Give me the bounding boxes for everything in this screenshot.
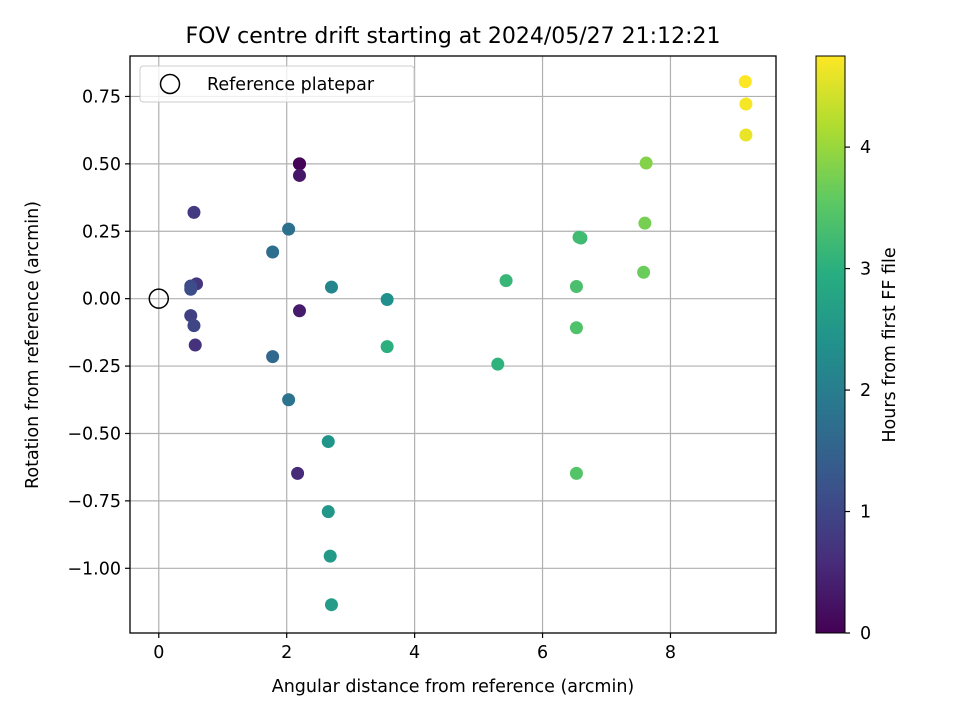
data-point: [184, 309, 198, 323]
y-tick-label: 0.00: [82, 290, 121, 310]
colorbar: 0 1 2 3 4 Hours from first FF file: [815, 55, 900, 644]
data-point: [324, 598, 338, 612]
data-point: [738, 75, 752, 89]
data-point: [569, 466, 583, 480]
data-point: [380, 340, 394, 354]
data-point: [292, 157, 306, 171]
x-tick-label: 4: [409, 643, 420, 663]
data-points: [148, 75, 753, 612]
chart-title: FOV centre drift starting at 2024/05/27 …: [186, 24, 721, 49]
data-point: [292, 168, 306, 182]
y-tick-label: −0.25: [67, 357, 121, 377]
data-point: [638, 216, 652, 230]
data-point: [380, 292, 394, 306]
data-point: [292, 304, 306, 318]
data-point: [569, 321, 583, 335]
data-point: [639, 156, 653, 170]
data-point: [491, 357, 505, 371]
data-point: [187, 205, 201, 219]
data-point: [739, 128, 753, 142]
data-point: [321, 505, 335, 519]
data-point: [291, 466, 305, 480]
data-point: [499, 274, 513, 288]
data-point: [282, 222, 296, 236]
y-tick-label: −0.75: [67, 492, 121, 512]
x-axis-ticks: 0 2 4 6 8: [153, 633, 676, 663]
x-axis-label: Angular distance from reference (arcmin): [272, 677, 635, 697]
data-point: [266, 245, 280, 259]
data-point: [637, 265, 651, 279]
colorbar-tick-label: 1: [860, 503, 871, 523]
y-tick-label: 0.50: [82, 155, 121, 175]
legend-marker-reference: [159, 73, 181, 95]
data-point: [324, 280, 338, 294]
y-tick-label: 0.75: [82, 87, 121, 107]
data-point: [323, 549, 337, 563]
legend-frame: [139, 65, 415, 103]
colorbar-gradient: [815, 55, 846, 634]
grid: [130, 56, 776, 633]
reference-platepar-marker: [148, 288, 170, 309]
x-tick-label: 2: [281, 643, 292, 663]
colorbar-tick-label: 3: [860, 260, 871, 280]
data-point: [569, 280, 583, 294]
y-axis-ticks: 0.75 0.50 0.25 0.00 −0.25 −0.50 −0.75 −1.00: [67, 87, 130, 579]
data-point: [282, 393, 296, 407]
data-point: [187, 319, 201, 333]
colorbar-ticks: 0 1 2 3 4: [845, 138, 871, 644]
legend: Reference platepar: [139, 65, 415, 103]
legend-label-reference: Reference platepar: [207, 75, 375, 95]
y-axis-label: Rotation from reference (arcmin): [23, 201, 43, 489]
x-tick-label: 6: [537, 643, 548, 663]
data-point: [184, 282, 198, 296]
data-point: [188, 338, 202, 352]
plot-area-frame: [129, 55, 777, 634]
x-tick-label: 8: [665, 643, 676, 663]
colorbar-label: Hours from first FF file: [880, 247, 900, 442]
y-tick-label: −0.50: [67, 424, 121, 444]
data-point: [572, 230, 586, 244]
data-point: [266, 350, 280, 364]
y-tick-label: −1.00: [67, 559, 121, 579]
x-tick-label: 0: [153, 643, 164, 663]
y-tick-label: 0.25: [82, 222, 121, 242]
colorbar-tick-label: 2: [860, 381, 871, 401]
colorbar-tick-label: 0: [860, 624, 871, 644]
colorbar-tick-label: 4: [860, 138, 871, 158]
data-point: [321, 435, 335, 449]
data-point: [739, 97, 753, 111]
